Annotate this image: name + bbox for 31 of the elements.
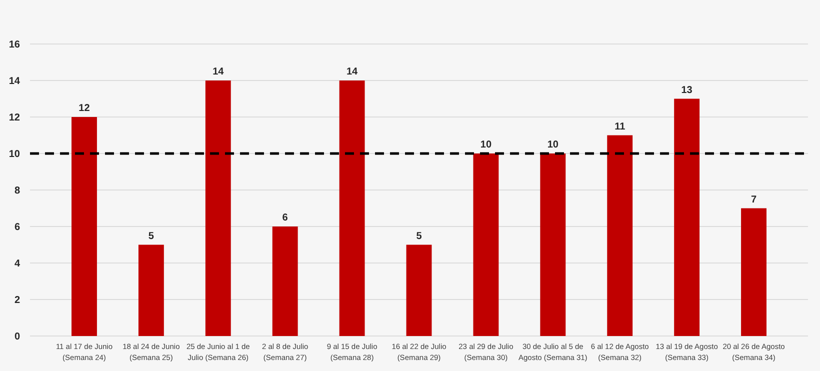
bar (540, 154, 566, 336)
data-label: 12 (78, 103, 90, 114)
y-tick-label: 8 (14, 186, 20, 196)
y-tick-label: 6 (14, 222, 20, 233)
data-label: 11 (614, 121, 626, 132)
bar (741, 208, 766, 336)
data-label: 7 (750, 194, 757, 206)
bar (406, 244, 432, 336)
bar (138, 244, 164, 336)
data-label: 5 (416, 230, 422, 242)
y-tick-label: 2 (14, 295, 20, 306)
data-label: 10 (547, 140, 559, 150)
y-tick-label: 4 (14, 258, 20, 270)
bar (205, 80, 231, 336)
data-label: 13 (681, 84, 693, 96)
data-label: 5 (148, 230, 154, 242)
y-tick-label: 16 (8, 40, 20, 50)
data-label: 6 (282, 212, 288, 224)
bar (72, 117, 97, 336)
data-label: 14 (346, 66, 358, 78)
data-label: 14 (212, 66, 224, 78)
bar (473, 154, 499, 336)
y-tick-label: 12 (8, 112, 20, 124)
bar (272, 226, 298, 336)
y-tick-label: 10 (8, 149, 20, 160)
bar (607, 135, 633, 336)
bar (339, 80, 365, 336)
y-tick-label: 0 (14, 332, 20, 342)
data-label: 10 (480, 140, 492, 150)
y-tick-label: 14 (8, 76, 20, 87)
bar (674, 98, 700, 336)
